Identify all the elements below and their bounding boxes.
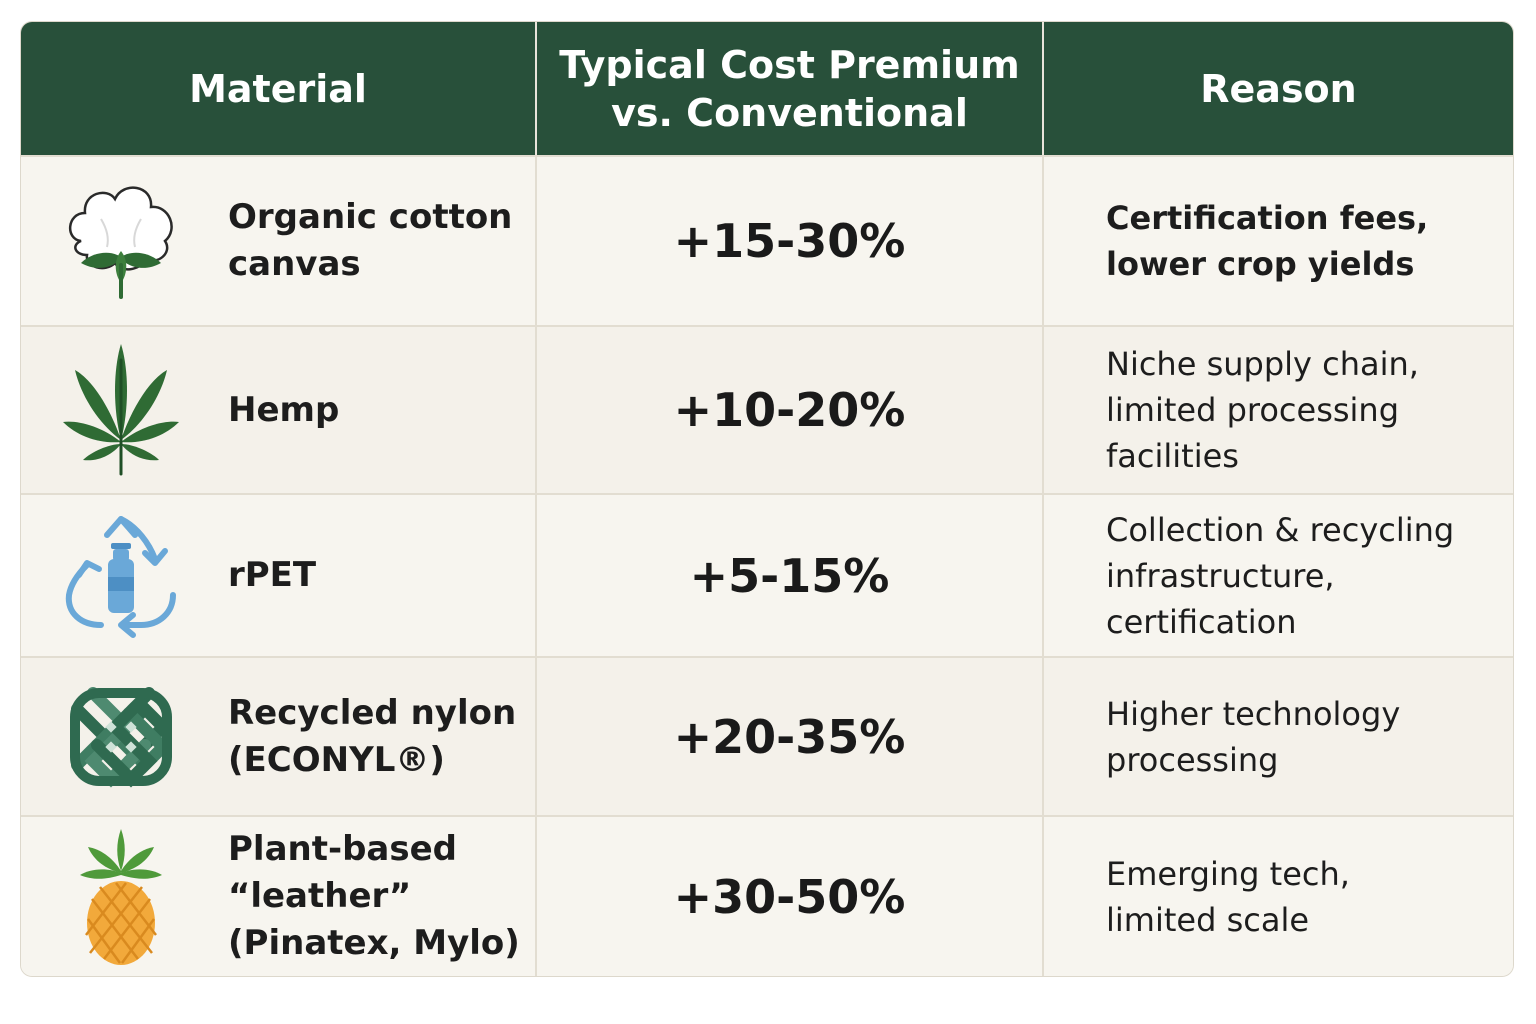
table-row: Hemp +10-20% Niche supply chain, limited… [21, 325, 1513, 493]
cost-premium: +15-30% [673, 214, 906, 268]
reason-text: Collection & recycling infrastructure, c… [1106, 510, 1455, 641]
material-name: Hemp [228, 389, 340, 430]
header-material: Material [21, 22, 537, 155]
reason-cell: Niche supply chain, limited processing f… [1044, 327, 1513, 493]
material-name: Recycled nylon (ECONYL®) [228, 692, 517, 780]
material-cell: Recycled nylon (ECONYL®) [21, 658, 537, 815]
table-row: Organic cotton canvas +15-30% Certificat… [21, 155, 1513, 325]
reason-cell: Certification fees, lower crop yields [1044, 157, 1513, 325]
header-cost-premium: Typical Cost Premium vs. Conventional [537, 22, 1044, 155]
hemp-leaf-icon [61, 344, 181, 476]
premium-cell: +20-35% [537, 658, 1044, 815]
reason-cell: Collection & recycling infrastructure, c… [1044, 495, 1513, 656]
material-name: Organic cotton canvas [228, 197, 513, 284]
cost-premium: +5-15% [689, 548, 890, 603]
material-cell: rPET [21, 495, 537, 656]
cost-premium: +30-50% [673, 869, 906, 924]
premium-cell: +30-50% [537, 817, 1044, 976]
woven-knot-icon [61, 672, 181, 802]
reason-text: Higher technology processing [1106, 694, 1401, 779]
material-cell: Organic cotton canvas [21, 157, 537, 325]
header-reason: Reason [1200, 66, 1357, 111]
material-name: rPET [228, 555, 317, 595]
reason-text: Niche supply chain, limited processing f… [1106, 345, 1419, 475]
material-cell: Hemp [21, 327, 537, 493]
reason-text: Certification fees, lower crop yields [1106, 199, 1429, 283]
material-cost-table: Material Typical Cost Premium vs. Conven… [20, 21, 1514, 977]
cost-premium: +20-35% [673, 709, 906, 764]
table-row: Plant-based “leather” (Pinatex, Mylo) +3… [21, 815, 1513, 976]
premium-cell: +5-15% [537, 495, 1044, 656]
table-header: Material Typical Cost Premium vs. Conven… [21, 22, 1513, 155]
premium-cell: +10-20% [537, 327, 1044, 493]
reason-text: Emerging tech, limited scale [1106, 854, 1350, 939]
premium-cell: +15-30% [537, 157, 1044, 325]
reason-cell: Emerging tech, limited scale [1044, 817, 1513, 976]
cost-premium: +10-20% [673, 383, 906, 437]
material-name: Plant-based “leather” (Pinatex, Mylo) [228, 829, 520, 963]
reason-cell: Higher technology processing [1044, 658, 1513, 815]
table-row: rPET +5-15% Collection & recycling infra… [21, 493, 1513, 656]
recycle-bottle-icon [61, 511, 181, 641]
table-row: Recycled nylon (ECONYL®) +20-35% Higher … [21, 656, 1513, 815]
pineapple-icon [61, 828, 181, 965]
cotton-icon [61, 176, 181, 306]
material-cell: Plant-based “leather” (Pinatex, Mylo) [21, 817, 537, 976]
